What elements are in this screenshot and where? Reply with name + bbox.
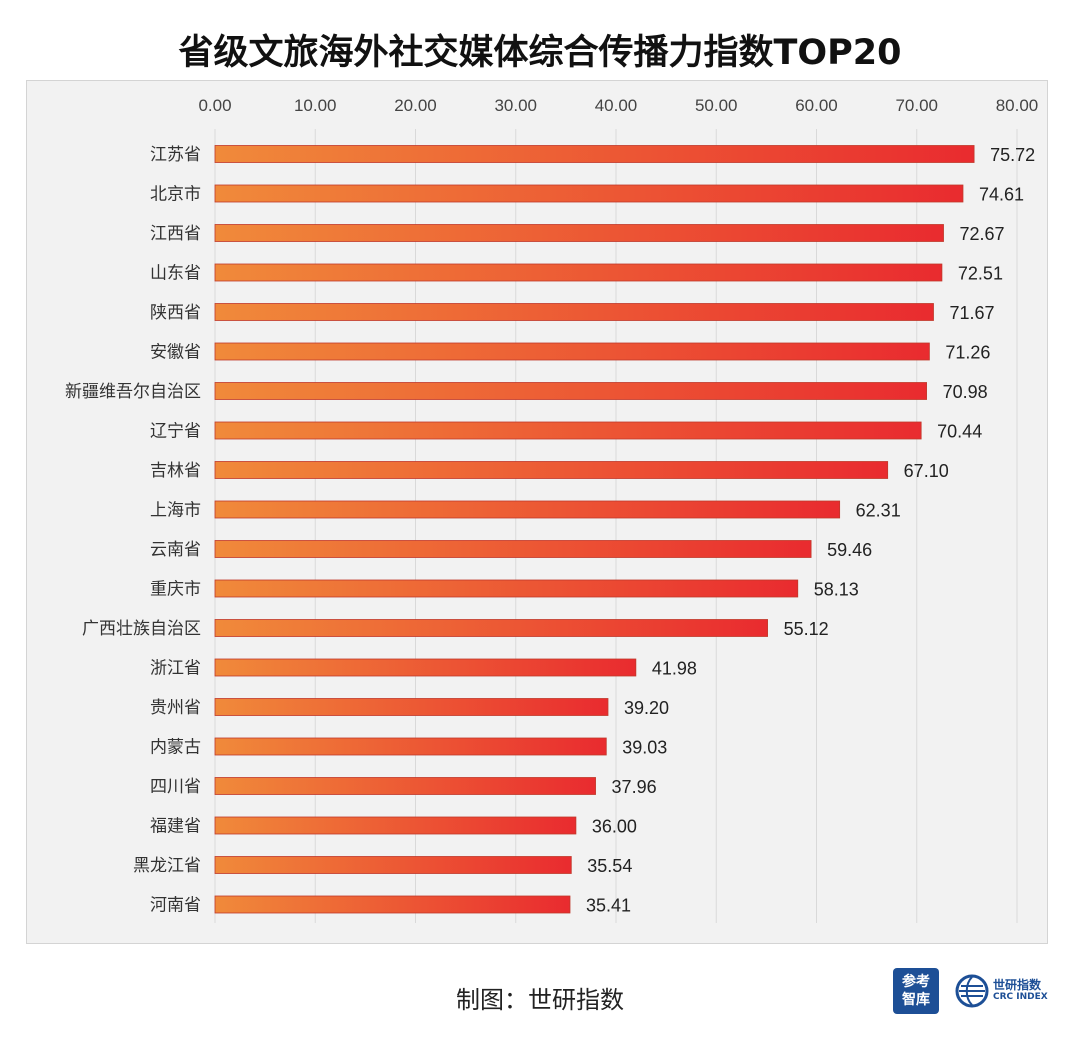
- bar: [214, 619, 768, 637]
- bar: [214, 421, 922, 440]
- data-label: 58.13: [814, 580, 859, 600]
- category-label: 广西壮族自治区: [82, 619, 201, 639]
- data-label: 72.67: [960, 224, 1005, 244]
- bar: [214, 816, 577, 835]
- category-label: 辽宁省: [150, 422, 201, 442]
- bar: [214, 737, 607, 756]
- footer-credit: 制图：世研指数: [456, 986, 624, 1014]
- bar: [214, 500, 841, 519]
- category-label: 安徽省: [150, 343, 201, 363]
- bar: [214, 263, 943, 282]
- data-label: 55.12: [784, 619, 829, 639]
- bar: [214, 777, 596, 795]
- logo-text-line2: 智库: [902, 992, 930, 1008]
- data-label: 41.98: [652, 659, 697, 679]
- bar: [214, 461, 889, 479]
- data-label: 59.46: [827, 540, 872, 560]
- bar: [214, 184, 964, 203]
- category-label: 浙江省: [150, 659, 201, 679]
- bar: [214, 540, 812, 558]
- data-label: 70.98: [943, 382, 988, 402]
- cankao-zhiku-logo: 参考 智库: [893, 968, 939, 1014]
- data-label: 72.51: [958, 264, 1003, 284]
- bar: [214, 145, 975, 163]
- category-label: 重庆市: [150, 580, 201, 600]
- crc-index-logo: 世研指数 CRC INDEX: [955, 972, 1055, 1012]
- data-label: 70.44: [937, 422, 982, 442]
- x-tick-label: 50.00: [695, 96, 738, 115]
- category-label: 河南省: [150, 896, 201, 916]
- category-label: 内蒙古: [150, 738, 201, 758]
- category-label: 四川省: [150, 777, 201, 797]
- x-tick-label: 20.00: [394, 96, 437, 115]
- category-label: 江西省: [150, 224, 201, 244]
- category-label: 福建省: [150, 817, 201, 837]
- chart-panel: 0.00 10.00 20.00 30.00 40.00 50.00 60.00 70.00 8…: [26, 80, 1048, 944]
- category-label: 陕西省: [150, 303, 201, 323]
- data-label: 71.26: [945, 343, 990, 363]
- chart-title: 省级文旅海外社交媒体综合传播力指数TOP20: [178, 33, 902, 73]
- bar: [214, 579, 799, 598]
- bar-chart: 0.00 10.00 20.00 30.00 40.00 50.00 60.00 70.00 8…: [65, 96, 1039, 923]
- bar: [214, 382, 927, 400]
- category-label: 贵州省: [150, 698, 201, 718]
- crc-logo-en: CRC INDEX: [993, 992, 1048, 1002]
- globe-icon: [955, 974, 989, 1008]
- bar: [214, 303, 934, 321]
- data-label: 39.20: [624, 698, 669, 718]
- bar: [214, 224, 944, 242]
- data-label: 37.96: [612, 777, 657, 797]
- logo-text-line1: 参考: [902, 974, 930, 990]
- data-label: 62.31: [856, 501, 901, 521]
- category-label: 黑龙江省: [133, 856, 201, 876]
- category-label: 江苏省: [150, 145, 201, 165]
- x-tick-label: 60.00: [795, 96, 838, 115]
- category-label: 山东省: [150, 264, 201, 284]
- category-label: 云南省: [150, 540, 201, 560]
- x-tick-label: 40.00: [595, 96, 638, 115]
- category-label: 北京市: [150, 185, 201, 205]
- x-tick-label: 30.00: [494, 96, 537, 115]
- data-label: 36.00: [592, 817, 637, 837]
- x-tick-label: 70.00: [895, 96, 938, 115]
- bar: [214, 895, 571, 914]
- data-label: 35.41: [586, 896, 631, 916]
- bar: [214, 698, 609, 716]
- x-tick-label: 0.00: [198, 96, 231, 115]
- category-label: 吉林省: [150, 461, 201, 481]
- x-tick-label: 80.00: [996, 96, 1039, 115]
- bar: [214, 342, 930, 361]
- data-label: 74.61: [979, 185, 1024, 205]
- bar: [214, 658, 637, 677]
- x-tick-label: 10.00: [294, 96, 337, 115]
- crc-logo-cn: 世研指数: [993, 978, 1042, 992]
- category-label: 上海市: [150, 501, 201, 521]
- data-label: 67.10: [904, 461, 949, 481]
- data-label: 71.67: [949, 303, 994, 323]
- data-label: 39.03: [622, 738, 667, 758]
- category-label: 新疆维吾尔自治区: [65, 382, 201, 402]
- bar: [214, 856, 572, 874]
- data-label: 75.72: [990, 145, 1035, 165]
- data-label: 35.54: [587, 856, 632, 876]
